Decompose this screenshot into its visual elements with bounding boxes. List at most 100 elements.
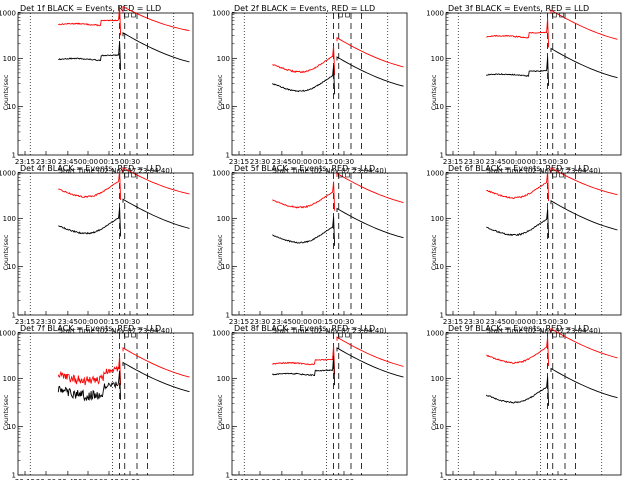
- marker-square: [124, 172, 129, 178]
- x-tick-label: 23:30: [36, 158, 56, 166]
- y-tick-label: 10: [221, 103, 230, 111]
- marker-square: [338, 332, 343, 338]
- x-axis-label: Start Time (02-Nov-07 23:04:40): [58, 167, 172, 175]
- series-events-black: [486, 208, 550, 239]
- panel-title: Det 8f BLACK = Events, RED = LLD: [234, 324, 375, 333]
- plot-frame: [445, 12, 622, 156]
- panel-det-3: Det 3f BLACK = Events, RED = LLD 1 10 100 10…: [426, 4, 622, 175]
- series-lld-red: [486, 336, 550, 367]
- series-events-black: [271, 65, 336, 95]
- x-tick-label: 00:30: [334, 478, 354, 480]
- panel-title: Det 6f BLACK = Events, RED = LLD: [448, 164, 589, 173]
- x-axis-label: Start Time (02-Nov-07 23:04:40): [486, 167, 600, 175]
- marker-square: [559, 12, 564, 18]
- x-tick-label: 23:15: [15, 158, 35, 166]
- x-tick-label: 23:15: [443, 158, 463, 166]
- x-tick-label: 00:15: [313, 158, 333, 166]
- marker-square: [338, 12, 343, 18]
- panel-det-9: Det 9f BLACK = Events, RED = LLD 1 10 100 10…: [426, 324, 622, 480]
- marker-square: [124, 332, 129, 338]
- y-axis-label: Counts/sec: [430, 234, 438, 270]
- x-tick-label: 00:15: [313, 318, 333, 326]
- series-events-black-post: [122, 32, 190, 63]
- panel-title: Det 4f BLACK = Events, RED = LLD: [20, 164, 161, 173]
- series-lld-red-post: [550, 167, 618, 196]
- plot-frame: [231, 332, 408, 476]
- panel-title: Det 3f BLACK = Events, RED = LLD: [448, 4, 589, 13]
- panel-det-8: Det 8f BLACK = Events, RED = LLD 1 10 100 10…: [212, 324, 408, 480]
- series-events-black: [271, 356, 336, 386]
- y-tick-label: 100: [3, 55, 16, 63]
- series-lld-red: [57, 356, 122, 386]
- y-tick-label: 1: [226, 472, 230, 480]
- x-tick-label: 23:45: [58, 318, 78, 326]
- panel-det-2: Det 2f BLACK = Events, RED = LLD 1 10 100 10…: [212, 4, 408, 175]
- x-tick-label: 00:30: [120, 318, 140, 326]
- y-tick-label: 1000: [426, 330, 444, 338]
- x-tick-label: 00:00: [78, 158, 98, 166]
- x-tick-label: 23:45: [272, 478, 292, 480]
- x-tick-label: 00:00: [292, 318, 312, 326]
- series-lld-red: [486, 18, 550, 48]
- y-tick-label: 1000: [0, 330, 16, 338]
- x-axis-label: Start Time (02-Nov-07 23:04:40): [272, 327, 386, 335]
- y-tick-label: 1000: [212, 330, 230, 338]
- y-tick-label: 1: [440, 312, 444, 320]
- y-axis-label: Counts/sec: [2, 234, 10, 270]
- x-tick-label: 00:00: [506, 478, 526, 480]
- x-tick-label: 23:45: [486, 318, 506, 326]
- x-tick-label: 23:30: [464, 158, 484, 166]
- y-tick-label: 1: [226, 312, 230, 320]
- y-axis-label: Counts/sec: [430, 74, 438, 110]
- series-lld-red: [486, 171, 550, 202]
- y-tick-label: 100: [431, 215, 444, 223]
- marker-square: [345, 332, 350, 338]
- series-events-black-post: [550, 47, 618, 79]
- panel-det-1: Det 1f BLACK = Events, RED = LLD 1 10 100 10…: [0, 4, 194, 175]
- x-tick-label: 23:30: [250, 158, 270, 166]
- y-tick-label: 1: [12, 152, 16, 160]
- series-events-black-post: [336, 347, 404, 378]
- y-tick-label: 1: [226, 152, 230, 160]
- series-lld-red-post: [122, 166, 190, 195]
- y-axis-label: Counts/sec: [216, 74, 224, 110]
- x-tick-label: 00:30: [548, 158, 568, 166]
- y-tick-label: 1: [440, 472, 444, 480]
- y-tick-label: 100: [431, 55, 444, 63]
- x-tick-label: 23:15: [229, 158, 249, 166]
- x-tick-label: 00:30: [334, 158, 354, 166]
- panel-det-5: Det 5f BLACK = Events, RED = LLD 1 10 100 10…: [212, 164, 408, 335]
- plot-frame: [231, 172, 408, 316]
- series-events-black: [485, 56, 550, 86]
- y-axis-label: Counts/sec: [2, 394, 10, 430]
- panel-title: Det 2f BLACK = Events, RED = LLD: [234, 4, 375, 13]
- y-tick-label: 1000: [212, 170, 230, 178]
- panel-title: Det 5f BLACK = Events, RED = LLD: [234, 164, 375, 173]
- x-tick-label: 00:15: [99, 158, 119, 166]
- series-lld-red-post: [550, 9, 618, 40]
- y-tick-label: 10: [221, 423, 230, 431]
- series-lld-red-post: [122, 347, 190, 378]
- x-tick-label: 00:30: [548, 478, 568, 480]
- x-tick-label: 00:15: [99, 318, 119, 326]
- x-tick-label: 23:15: [229, 478, 249, 480]
- x-tick-label: 23:45: [272, 318, 292, 326]
- plot-frame: [17, 12, 194, 156]
- series-lld-red-post: [122, 5, 190, 32]
- x-axis-label: Start Time (02-Nov-07 23:04:40): [486, 327, 600, 335]
- series-events-black-post: [336, 207, 404, 239]
- series-events-black-post: [122, 361, 190, 393]
- x-tick-label: 00:00: [292, 478, 312, 480]
- marker-square: [345, 12, 350, 18]
- x-tick-label: 00:30: [120, 158, 140, 166]
- x-tick-label: 00:00: [78, 478, 98, 480]
- plot-frame: [445, 332, 622, 476]
- marker-square: [131, 12, 136, 18]
- marker-square: [345, 172, 350, 178]
- x-tick-label: 23:45: [272, 158, 292, 166]
- series-events-black-post: [550, 367, 618, 399]
- y-tick-label: 100: [431, 375, 444, 383]
- series-lld-red-post: [336, 37, 404, 68]
- x-tick-label: 00:00: [292, 158, 312, 166]
